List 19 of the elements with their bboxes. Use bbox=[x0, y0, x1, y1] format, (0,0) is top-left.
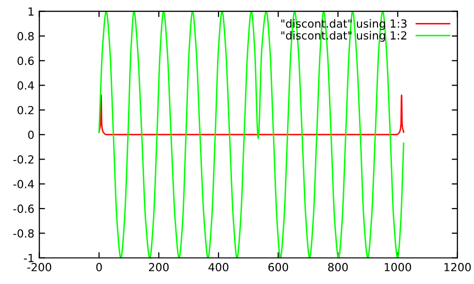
y-tick-label: 0.8 bbox=[18, 32, 34, 40]
x-tick-label: 0 bbox=[96, 262, 102, 272]
y-tick-label: -0.8 bbox=[13, 229, 34, 238]
y-tick-label: 0.6 bbox=[18, 56, 34, 66]
x-tick-label: 400 bbox=[208, 262, 228, 272]
y-tick-label: 0.4 bbox=[18, 81, 34, 90]
x-tick-label: 1000 bbox=[384, 262, 412, 272]
y-tick-label: 1 bbox=[28, 7, 34, 16]
y-tick-label: 0 bbox=[28, 130, 34, 139]
y-tick-label: -0.6 bbox=[13, 204, 34, 213]
y-tick-label: 0.2 bbox=[18, 106, 34, 114]
x-tick-label: -200 bbox=[27, 262, 52, 272]
x-tick-label: 600 bbox=[268, 262, 288, 272]
y-tick-label: -0.4 bbox=[13, 180, 34, 188]
y-tick-label: -1 bbox=[24, 254, 34, 262]
x-tick-label: 800 bbox=[328, 262, 348, 272]
x-tick-label: 200 bbox=[149, 262, 169, 272]
x-tick-label: 1200 bbox=[444, 262, 471, 272]
y-tick-label: -0.2 bbox=[13, 155, 34, 164]
